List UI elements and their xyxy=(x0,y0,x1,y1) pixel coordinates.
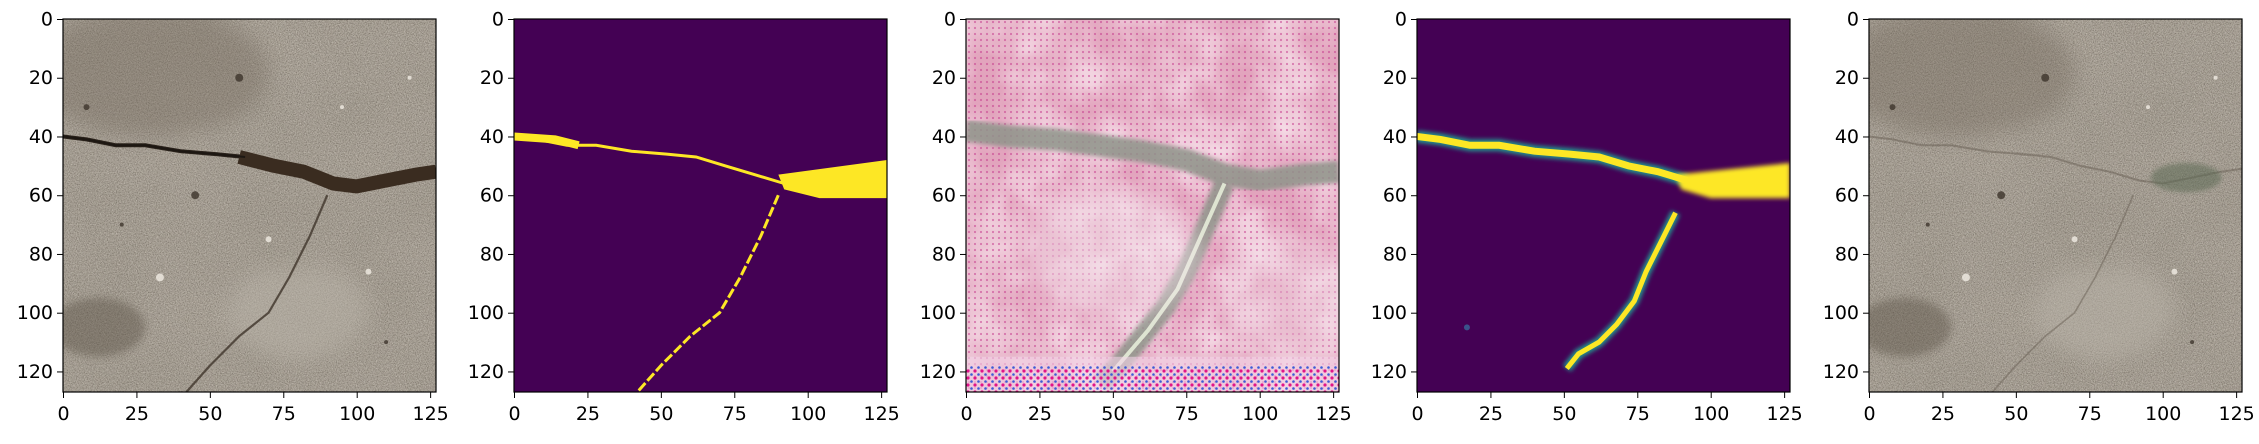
panel-3-frame xyxy=(965,18,1340,393)
y-tick-label: 0 xyxy=(41,9,53,31)
y-tick-label: 40 xyxy=(932,126,956,148)
y-tick-label: 100 xyxy=(468,302,504,324)
y-tick-label: 60 xyxy=(480,185,504,207)
panel-2-image xyxy=(514,19,887,392)
y-tick-label: 100 xyxy=(1371,302,1407,324)
x-tick-label: 100 xyxy=(1693,403,1729,425)
y-tick-label: 100 xyxy=(1823,302,1859,324)
panel-1-frame xyxy=(62,18,437,393)
x-tick-label: 0 xyxy=(57,403,69,425)
panel-2-frame xyxy=(513,18,888,393)
x-tick-label: 25 xyxy=(125,403,149,425)
y-tick-label: 20 xyxy=(29,67,53,89)
panel-5-image xyxy=(1869,19,2242,392)
y-tick-label: 80 xyxy=(932,243,956,265)
x-tick-label: 25 xyxy=(1479,403,1503,425)
y-tick-label: 20 xyxy=(1383,67,1407,89)
x-tick-label: 100 xyxy=(339,403,375,425)
panel-1-image xyxy=(63,19,436,392)
y-tick-label: 0 xyxy=(492,9,504,31)
y-tick-label: 120 xyxy=(1823,361,1859,383)
x-tick-label: 100 xyxy=(2145,403,2181,425)
y-tick-label: 60 xyxy=(932,185,956,207)
y-tick-label: 20 xyxy=(480,67,504,89)
y-tick-label: 40 xyxy=(1835,126,1859,148)
y-tick-label: 80 xyxy=(1835,243,1859,265)
x-tick-label: 0 xyxy=(1863,403,1875,425)
y-tick-label: 0 xyxy=(1847,9,1859,31)
y-tick-label: 120 xyxy=(468,361,504,383)
x-tick-label: 0 xyxy=(508,403,520,425)
x-tick-label: 100 xyxy=(1242,403,1278,425)
y-tick-label: 20 xyxy=(932,67,956,89)
x-tick-label: 125 xyxy=(1315,403,1351,425)
x-tick-label: 125 xyxy=(2218,403,2254,425)
y-tick-label: 40 xyxy=(1383,126,1407,148)
x-tick-label: 50 xyxy=(2004,403,2028,425)
panel-3-image xyxy=(966,19,1339,392)
x-tick-label: 75 xyxy=(1626,403,1650,425)
y-tick-label: 20 xyxy=(1835,67,1859,89)
x-tick-label: 75 xyxy=(1175,403,1199,425)
x-tick-label: 100 xyxy=(790,403,826,425)
y-tick-label: 60 xyxy=(1383,185,1407,207)
y-tick-label: 100 xyxy=(17,302,53,324)
x-tick-label: 50 xyxy=(1552,403,1576,425)
panel-4-frame xyxy=(1416,18,1791,393)
y-tick-label: 60 xyxy=(29,185,53,207)
x-tick-label: 25 xyxy=(1931,403,1955,425)
y-tick-label: 80 xyxy=(480,243,504,265)
x-tick-label: 75 xyxy=(723,403,747,425)
y-tick-label: 0 xyxy=(944,9,956,31)
y-tick-label: 120 xyxy=(920,361,956,383)
y-tick-label: 0 xyxy=(1395,9,1407,31)
y-tick-label: 120 xyxy=(1371,361,1407,383)
x-tick-label: 0 xyxy=(960,403,972,425)
x-tick-label: 50 xyxy=(198,403,222,425)
x-tick-label: 125 xyxy=(412,403,448,425)
x-tick-label: 75 xyxy=(2078,403,2102,425)
x-tick-label: 125 xyxy=(1766,403,1802,425)
x-tick-label: 50 xyxy=(1101,403,1125,425)
x-tick-label: 25 xyxy=(576,403,600,425)
x-tick-label: 50 xyxy=(649,403,673,425)
x-tick-label: 0 xyxy=(1411,403,1423,425)
y-tick-label: 40 xyxy=(29,126,53,148)
y-tick-label: 80 xyxy=(1383,243,1407,265)
y-tick-label: 60 xyxy=(1835,185,1859,207)
y-tick-label: 100 xyxy=(920,302,956,324)
panel-5-frame xyxy=(1868,18,2243,393)
y-tick-label: 40 xyxy=(480,126,504,148)
x-tick-label: 75 xyxy=(272,403,296,425)
y-tick-label: 80 xyxy=(29,243,53,265)
y-tick-label: 120 xyxy=(17,361,53,383)
x-tick-label: 25 xyxy=(1028,403,1052,425)
x-tick-label: 125 xyxy=(863,403,899,425)
panel-4-image xyxy=(1417,19,1790,392)
